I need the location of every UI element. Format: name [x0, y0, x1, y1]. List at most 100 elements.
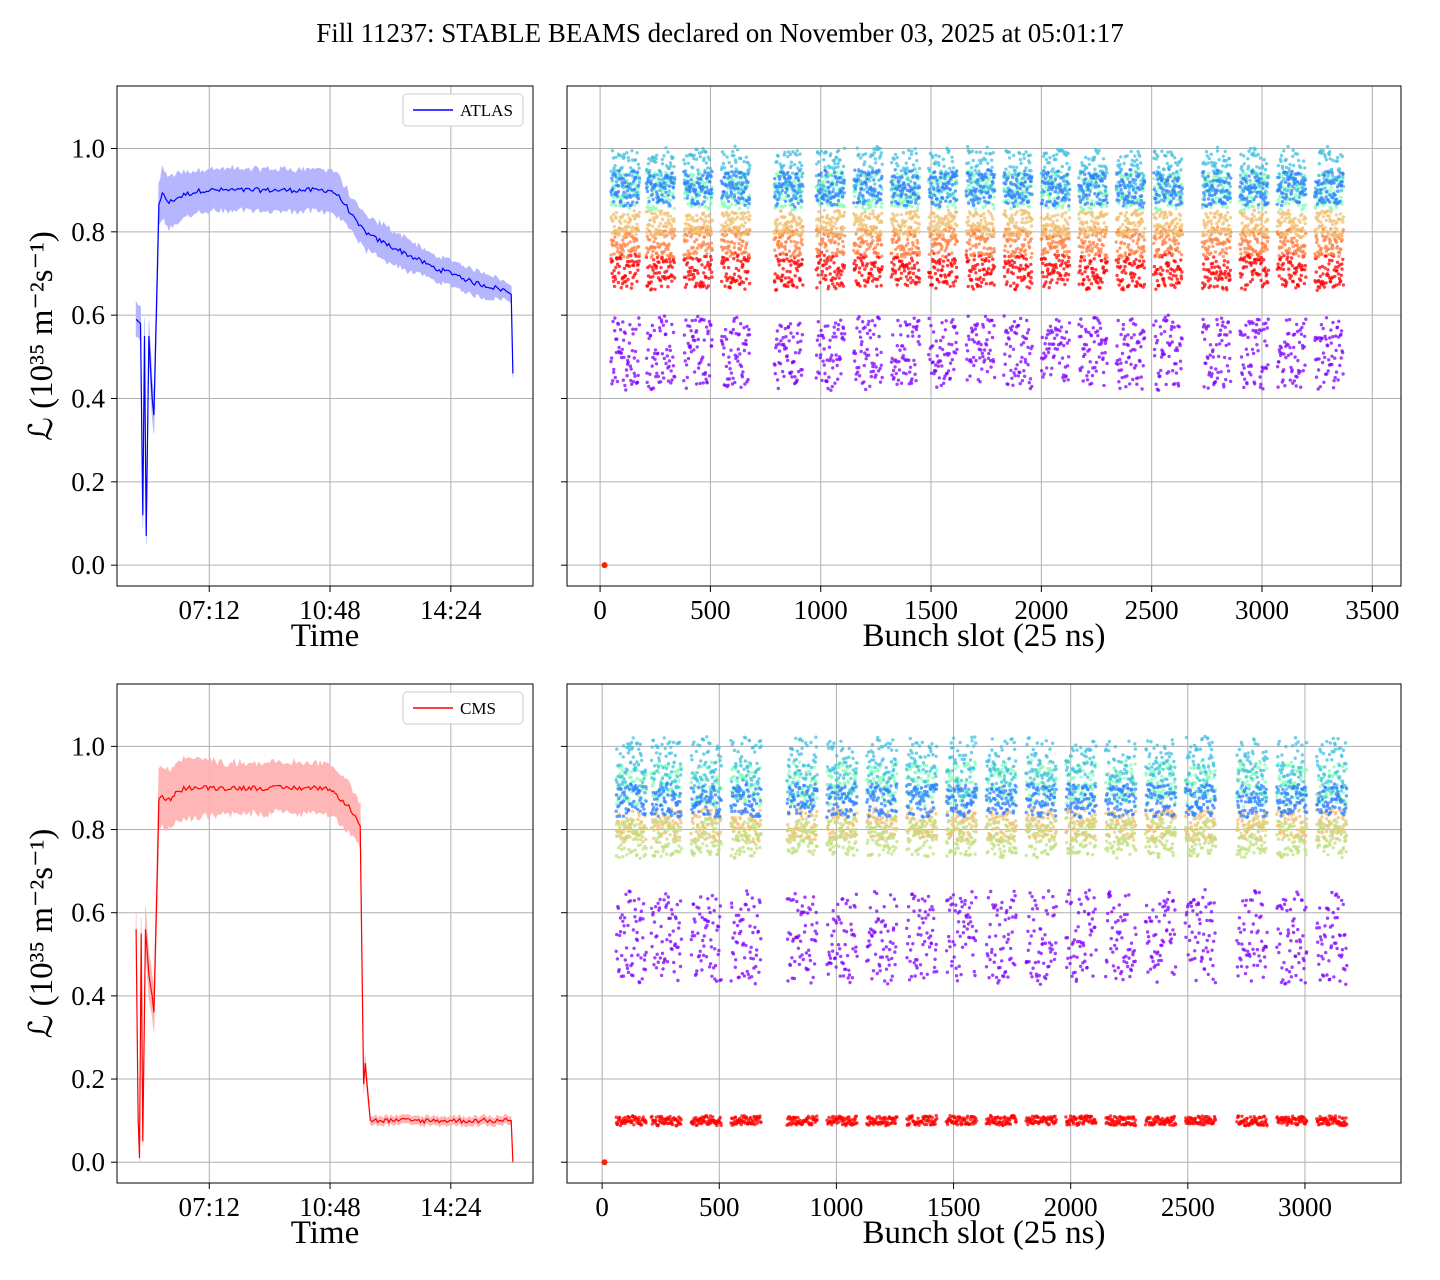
chart-top-right-point: [652, 258, 656, 262]
chart-top-right-point: [946, 171, 950, 176]
chart-top-right-point: [906, 234, 910, 238]
chart-top-right-point: [635, 200, 639, 205]
chart-top-right-point: [874, 365, 878, 369]
chart-top-right-point: [938, 175, 942, 180]
chart-top-right-point: [911, 271, 915, 276]
chart-top-right-point: [780, 369, 785, 374]
chart-top-right-point: [986, 191, 990, 195]
chart-top-right-point: [911, 198, 916, 202]
chart-top-right-point: [913, 147, 917, 151]
chart-top-right-point: [744, 155, 748, 159]
chart-top-right-point: [645, 186, 649, 190]
chart-top-right-point: [1017, 195, 1021, 200]
chart-top-right-point: [863, 160, 867, 164]
chart-top-right-point: [830, 215, 835, 220]
chart-top-right-point: [991, 181, 995, 185]
chart-top-right-point: [827, 185, 831, 189]
chart-top-right-point: [930, 249, 934, 253]
chart-top-right-point: [917, 334, 921, 338]
chart-top-right-point: [939, 229, 943, 234]
chart-top-right-point: [1064, 220, 1069, 224]
chart-top-right-point: [935, 178, 939, 182]
chart-top-right-point: [720, 334, 724, 339]
chart-top-right-point: [950, 182, 955, 187]
chart-top-right-point: [972, 251, 976, 256]
chart-top-right-point: [821, 220, 826, 224]
chart-top-right-point: [1067, 263, 1072, 268]
chart-top-left-plot-area: [135, 164, 514, 545]
chart-top-right-point: [1041, 275, 1046, 279]
chart-top-right-point: [741, 263, 745, 268]
chart-top-right-point: [775, 329, 780, 333]
chart-top-right-point: [686, 174, 690, 178]
chart-top-right-point: [611, 319, 615, 324]
chart-top-right-point: [818, 191, 822, 195]
chart-top-right-point: [659, 209, 664, 213]
chart-top-right-point: [635, 238, 639, 242]
chart-top-right-point: [890, 251, 894, 255]
chart-top-right-point: [915, 170, 919, 174]
chart-top-right-point: [776, 190, 780, 195]
chart-top-right-point: [667, 359, 672, 363]
chart-top-right-point: [972, 340, 977, 344]
chart-top-right-point: [730, 216, 735, 221]
chart-top-right-point: [893, 152, 898, 157]
chart-top-right-point: [985, 232, 989, 237]
chart-top-right-point: [895, 255, 900, 260]
chart-top-right-point: [1008, 244, 1013, 248]
chart-top-right-point: [838, 283, 842, 288]
chart-top-right-point: [646, 196, 651, 200]
chart-top-right-point: [901, 354, 905, 358]
chart-top-right-point: [656, 374, 661, 379]
chart-top-right-point: [647, 199, 651, 204]
chart-top-left-legend-label: ATLAS: [460, 101, 513, 120]
chart-top-right-point: [818, 218, 822, 223]
chart-top-right-point: [818, 355, 822, 360]
chart-top-right-point: [971, 287, 976, 291]
chart-top-right-point: [979, 342, 983, 347]
chart-top-right-point: [895, 382, 899, 386]
chart-top-right-point: [652, 351, 657, 356]
chart-top-right-point: [613, 329, 617, 333]
chart-top-right-point: [746, 180, 750, 184]
chart-top-right-point: [865, 233, 869, 237]
chart-top-right-point: [865, 242, 870, 247]
chart-top-right-point: [619, 154, 624, 158]
chart-top-right-point: [1052, 342, 1056, 346]
chart-top-right-point: [777, 239, 781, 244]
chart-top-right-point: [907, 148, 911, 152]
chart-top-right-point: [725, 210, 729, 214]
chart-top-right-point: [985, 369, 990, 374]
chart-top-right-point: [988, 348, 992, 352]
chart-top-right-point: [944, 255, 948, 259]
chart-top-right-point: [1040, 237, 1044, 241]
chart-top-right-point: [830, 182, 834, 186]
chart-top-right-point: [745, 241, 749, 245]
chart-top-right-point: [931, 155, 935, 160]
chart-top-right-point: [795, 149, 799, 153]
chart-top-left-legend: [402, 93, 524, 127]
chart-top-right-point: [780, 278, 784, 283]
chart-top-right-point: [880, 375, 884, 380]
chart-top-right-point: [699, 177, 703, 181]
chart-top-right-point: [798, 278, 803, 282]
chart-top-right-point: [909, 179, 913, 184]
chart-top-right-point: [928, 230, 933, 234]
chart-top-right-point: [672, 260, 676, 265]
chart-top-right-point: [729, 280, 733, 284]
chart-top-right-point: [911, 175, 915, 179]
chart-top-right-point: [773, 363, 777, 367]
chart-top-left-ylabel: ℒ (10³⁵ m⁻²s⁻¹): [24, 231, 60, 441]
chart-top-right-point: [778, 252, 782, 256]
chart-top-right-point: [839, 318, 843, 322]
chart-top-right-point: [1065, 253, 1069, 257]
chart-top-right-point: [1012, 254, 1016, 258]
chart-top-right-point: [1013, 212, 1018, 216]
chart-top-right-point: [852, 194, 857, 199]
chart-top-right-point: [870, 235, 874, 239]
chart-top-right-point: [913, 372, 917, 376]
chart-top-right-point: [1040, 335, 1045, 340]
chart-top-right-point: [899, 333, 903, 337]
chart-top-right-point: [1010, 324, 1015, 328]
chart-top-right-point: [1002, 189, 1006, 193]
